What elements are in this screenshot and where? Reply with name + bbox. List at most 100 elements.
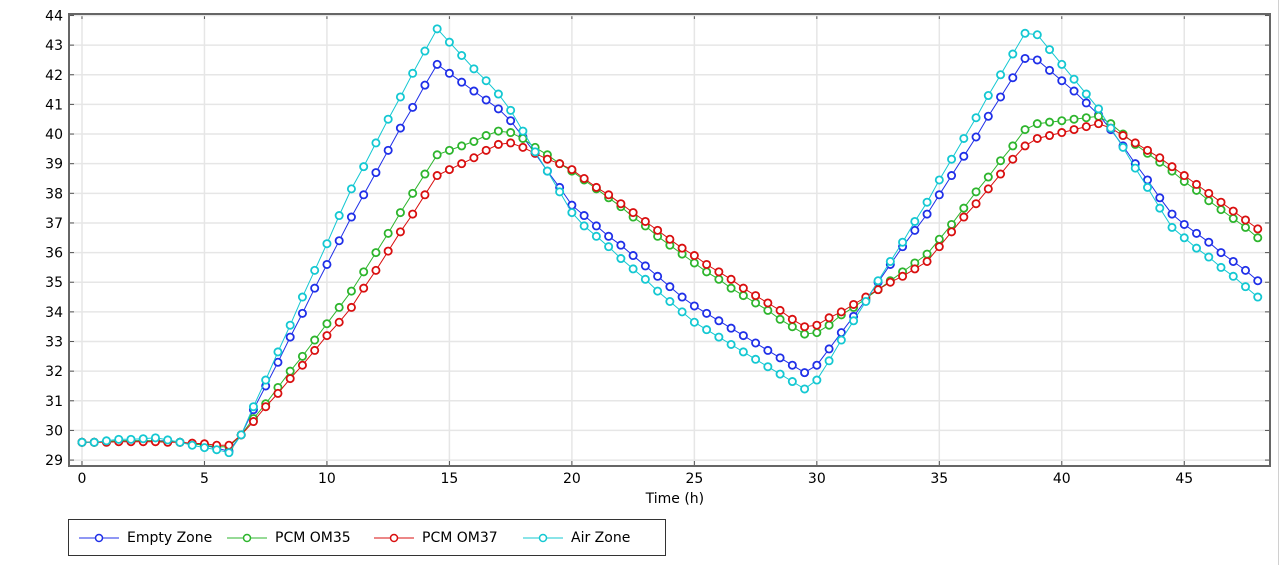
data-point-empty-zone — [800, 368, 810, 378]
data-point-air-zone — [616, 254, 626, 264]
data-point-pcm-om37 — [824, 313, 834, 323]
data-point-air-zone — [236, 430, 246, 440]
data-point-pcm-om35 — [714, 274, 724, 284]
legend: Empty Zone PCM OM35 PCM OM37 Air Zone — [68, 519, 666, 556]
data-point-pcm-om37 — [555, 159, 565, 169]
data-point-empty-zone — [1216, 248, 1226, 258]
data-point-pcm-om35 — [444, 145, 454, 155]
data-point-air-zone — [101, 436, 111, 446]
data-point-pcm-om37 — [787, 314, 797, 324]
legend-item-pcm-om37: PCM OM37 — [374, 520, 498, 555]
data-point-pcm-om37 — [1143, 145, 1153, 155]
data-point-pcm-om37 — [763, 298, 773, 308]
y-tick-label: 40 — [45, 127, 63, 143]
data-point-pcm-om37 — [1020, 141, 1030, 151]
data-point-air-zone — [248, 402, 258, 412]
data-point-air-zone — [89, 437, 99, 447]
data-point-air-zone — [726, 339, 736, 349]
y-tick-label: 41 — [45, 97, 63, 113]
data-point-pcm-om37 — [947, 227, 957, 237]
data-point-empty-zone — [1032, 55, 1042, 65]
data-point-empty-zone — [726, 323, 736, 333]
data-point-empty-zone — [1228, 256, 1238, 266]
y-tick-label: 43 — [45, 38, 63, 54]
plot-frame — [68, 13, 1271, 467]
data-point-air-zone — [530, 147, 540, 157]
data-point-pcm-om35 — [800, 329, 810, 339]
data-point-air-zone — [114, 434, 124, 444]
data-point-pcm-om37 — [812, 320, 822, 330]
data-point-air-zone — [1228, 271, 1238, 281]
data-point-pcm-om37 — [898, 271, 908, 281]
data-point-air-zone — [1118, 142, 1128, 152]
data-point-air-zone — [371, 138, 381, 148]
data-point-pcm-om37 — [322, 331, 332, 341]
data-point-pcm-om37 — [604, 190, 614, 200]
data-point-empty-zone — [334, 236, 344, 246]
data-point-pcm-om35 — [971, 187, 981, 197]
data-point-empty-zone — [591, 221, 601, 231]
data-point-air-zone — [996, 70, 1006, 80]
data-point-pcm-om37 — [702, 259, 712, 269]
data-point-empty-zone — [481, 95, 491, 105]
x-tick-label: 10 — [318, 471, 336, 487]
legend-marker-empty-zone — [79, 533, 119, 542]
legend-label: PCM OM35 — [275, 529, 351, 546]
data-point-empty-zone — [1241, 265, 1251, 275]
data-point-air-zone — [138, 434, 148, 444]
data-point-pcm-om35 — [1081, 113, 1091, 123]
data-point-pcm-om37 — [371, 265, 381, 275]
data-point-pcm-om35 — [947, 219, 957, 229]
data-point-empty-zone — [444, 68, 454, 78]
legend-label: PCM OM37 — [422, 529, 498, 546]
data-point-pcm-om35 — [359, 267, 369, 277]
data-point-air-zone — [836, 335, 846, 345]
data-point-pcm-om35 — [469, 136, 479, 146]
data-point-empty-zone — [432, 59, 442, 69]
data-point-air-zone — [824, 356, 834, 366]
data-point-empty-zone — [395, 123, 405, 133]
data-point-pcm-om37 — [408, 209, 418, 219]
y-tick-label: 35 — [45, 275, 63, 291]
data-point-pcm-om37 — [922, 256, 932, 266]
data-point-air-zone — [469, 64, 479, 74]
data-point-pcm-om37 — [1155, 153, 1165, 163]
data-point-pcm-om37 — [334, 317, 344, 327]
data-point-air-zone — [383, 114, 393, 124]
data-point-air-zone — [653, 286, 663, 296]
y-tick-label: 44 — [45, 8, 63, 24]
data-point-pcm-om35 — [1204, 196, 1214, 206]
data-point-empty-zone — [1020, 53, 1030, 63]
data-point-empty-zone — [310, 283, 320, 293]
data-point-pcm-om37 — [542, 154, 552, 164]
data-point-empty-zone — [359, 190, 369, 200]
data-point-pcm-om37 — [1094, 119, 1104, 129]
data-point-air-zone — [640, 274, 650, 284]
data-point-pcm-om37 — [971, 199, 981, 209]
data-point-air-zone — [126, 434, 136, 444]
y-tick-label: 30 — [45, 423, 63, 439]
data-point-pcm-om37 — [1081, 122, 1091, 132]
data-point-empty-zone — [640, 261, 650, 271]
data-point-pcm-om35 — [1045, 117, 1055, 127]
data-point-pcm-om37 — [567, 165, 577, 175]
data-point-pcm-om35 — [346, 286, 356, 296]
data-point-empty-zone — [665, 282, 675, 292]
data-point-air-zone — [1167, 222, 1177, 232]
data-point-empty-zone — [787, 360, 797, 370]
data-point-pcm-om37 — [714, 267, 724, 277]
data-point-pcm-om37 — [653, 225, 663, 235]
data-point-empty-zone — [689, 301, 699, 311]
data-point-air-zone — [689, 317, 699, 327]
data-point-pcm-om35 — [1069, 114, 1079, 124]
data-point-empty-zone — [273, 357, 283, 367]
data-point-pcm-om37 — [224, 440, 234, 450]
data-point-empty-zone — [738, 331, 748, 341]
data-point-empty-zone — [971, 132, 981, 142]
data-point-air-zone — [555, 187, 565, 197]
data-point-empty-zone — [604, 231, 614, 241]
data-point-pcm-om37 — [1008, 154, 1018, 164]
data-point-empty-zone — [996, 92, 1006, 102]
data-point-pcm-om37 — [800, 322, 810, 332]
data-point-empty-zone — [420, 80, 430, 90]
